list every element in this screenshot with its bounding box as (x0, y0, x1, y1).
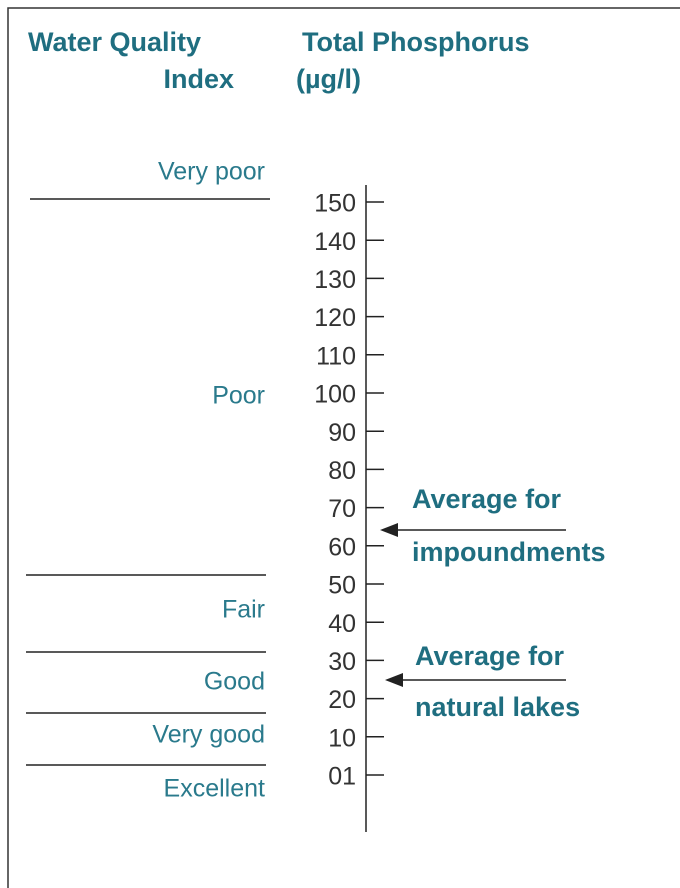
arrow-head (385, 673, 403, 687)
scale-title: Total Phosphorus (302, 27, 530, 57)
tick-label: 40 (328, 610, 356, 638)
category-label: Very good (152, 721, 265, 749)
category-label: Good (204, 668, 265, 696)
tick-label: 100 (314, 381, 356, 409)
index-title: Index (163, 64, 234, 94)
category-label: Excellent (164, 775, 265, 803)
annotation: impoundments (412, 537, 606, 567)
frame (7, 7, 680, 888)
category-label: Poor (212, 382, 265, 410)
tick-label: 01 (328, 763, 356, 791)
tick-label: 10 (328, 724, 356, 752)
tick-label: 60 (328, 533, 356, 561)
tick-label: 80 (328, 457, 356, 485)
category-label: Very poor (158, 158, 265, 186)
tick-label: 70 (328, 495, 356, 523)
tick-label: 150 (314, 190, 356, 218)
arrow-head (380, 523, 398, 537)
tick-label: 90 (328, 419, 356, 447)
scale-title: (µg/l) (296, 64, 361, 94)
tick-label: 110 (316, 342, 356, 370)
category-label: Fair (222, 596, 265, 624)
tick-label: 30 (328, 648, 356, 676)
annotation: natural lakes (415, 692, 580, 722)
annotation: Average for (415, 641, 565, 671)
tick-label: 130 (314, 266, 356, 294)
tick-label: 50 (328, 572, 356, 600)
tick-label: 140 (314, 228, 356, 256)
tick-label: 120 (314, 304, 356, 332)
annotation: Average for (412, 484, 562, 514)
index-title: Water Quality (28, 27, 201, 57)
tick-label: 20 (328, 686, 356, 714)
